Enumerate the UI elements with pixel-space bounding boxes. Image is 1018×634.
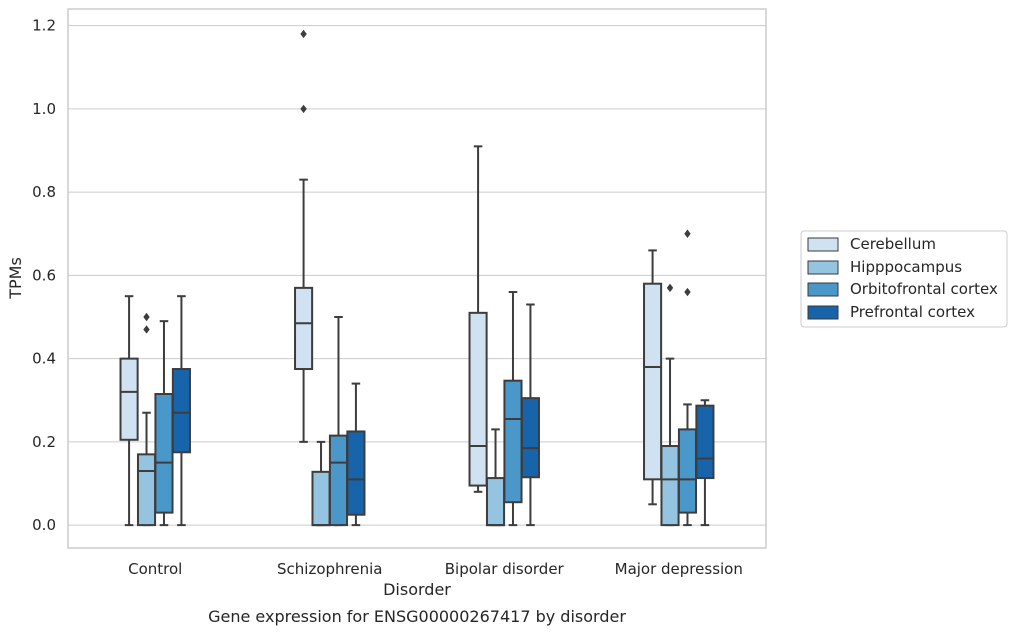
legend-item-hippocampus: Hipppocampus bbox=[807, 258, 962, 276]
x-tick-label: Major depression bbox=[615, 560, 743, 578]
y-tick-label: 0.8 bbox=[32, 183, 56, 201]
box-body bbox=[503, 379, 523, 504]
y-tick-label: 1.0 bbox=[32, 100, 56, 118]
box-body bbox=[468, 311, 488, 487]
outlier-point bbox=[300, 29, 307, 39]
box-body bbox=[171, 368, 191, 454]
legend-frame bbox=[800, 230, 1008, 328]
legend-swatch bbox=[807, 305, 839, 320]
x-tick-labels: Control Schizophrenia Bipolar disorder Majo… bbox=[128, 560, 743, 578]
box-3-2 bbox=[520, 303, 540, 527]
box-body bbox=[311, 470, 331, 527]
boxes bbox=[119, 29, 715, 527]
box-1-2 bbox=[485, 428, 506, 527]
legend-swatch bbox=[807, 282, 839, 297]
box-0-0 bbox=[119, 295, 139, 527]
legend-item-orbitofrontal: Orbitofrontal cortex bbox=[807, 280, 998, 298]
outlier-point bbox=[143, 312, 150, 322]
legend-label: Orbitofrontal cortex bbox=[850, 280, 998, 298]
legend-swatch bbox=[807, 237, 839, 252]
box-0-3 bbox=[643, 249, 663, 506]
legend-label: Prefrontal cortex bbox=[850, 303, 975, 321]
x-tick-label: Schizophrenia bbox=[277, 560, 382, 578]
plot-frame bbox=[67, 8, 767, 549]
box-2-0 bbox=[154, 320, 174, 527]
box-1-0 bbox=[136, 312, 157, 527]
box-body bbox=[119, 357, 139, 441]
y-tick-label: 0.6 bbox=[32, 266, 56, 284]
box-3-0 bbox=[171, 295, 191, 527]
box-body bbox=[677, 428, 698, 514]
legend-swatch bbox=[807, 260, 839, 275]
outlier-point bbox=[666, 283, 674, 293]
box-2-3 bbox=[677, 229, 698, 527]
y-tick-label: 0.4 bbox=[32, 350, 56, 368]
outlier-point bbox=[143, 325, 150, 334]
box-body bbox=[136, 453, 157, 527]
chart-caption: Gene expression for ENSG00000267417 by d… bbox=[208, 607, 626, 626]
box-body bbox=[660, 445, 680, 527]
box-1-1 bbox=[311, 440, 331, 527]
outlier-point bbox=[684, 287, 691, 297]
legend-item-prefrontal: Prefrontal cortex bbox=[807, 303, 975, 321]
box-body bbox=[328, 434, 349, 527]
legend: Cerebellum Hipppocampus Orbitofrontal co… bbox=[800, 230, 1008, 328]
box-body bbox=[695, 404, 715, 480]
box-body bbox=[485, 477, 506, 527]
y-tick-label: 0.2 bbox=[32, 433, 56, 451]
box-0-1 bbox=[294, 29, 314, 443]
y-tick-labels: 0.0 0.2 0.4 0.6 0.8 1.0 1.2 bbox=[32, 17, 56, 534]
y-tick-label: 1.2 bbox=[32, 17, 56, 35]
box-body bbox=[520, 397, 540, 479]
legend-item-cerebellum: Cerebellum bbox=[807, 235, 936, 253]
box-0-2 bbox=[468, 145, 488, 493]
legend-label: Hipppocampus bbox=[850, 258, 962, 276]
box-2-1 bbox=[328, 316, 349, 527]
outlier-point bbox=[684, 229, 691, 238]
legend-label: Cerebellum bbox=[850, 235, 936, 253]
y-axis-title: TPMs bbox=[6, 257, 25, 300]
box-body bbox=[643, 282, 663, 481]
box-body bbox=[346, 430, 366, 516]
y-tick-label: 0.0 bbox=[32, 516, 56, 534]
outlier-point bbox=[300, 104, 307, 114]
x-axis-title: Disorder bbox=[383, 580, 451, 599]
box-2-2 bbox=[503, 291, 523, 527]
box-body bbox=[294, 286, 314, 371]
box-1-3 bbox=[660, 283, 680, 527]
box-body bbox=[154, 393, 174, 514]
box-3-1 bbox=[346, 382, 366, 527]
box-3-3 bbox=[695, 399, 715, 527]
x-tick-label: Bipolar disorder bbox=[445, 560, 565, 578]
x-tick-label: Control bbox=[128, 560, 182, 578]
